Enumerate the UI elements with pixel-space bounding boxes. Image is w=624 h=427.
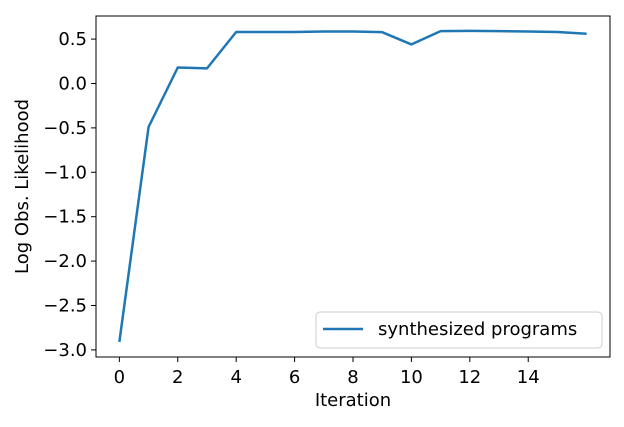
- x-tick-label: 14: [517, 367, 540, 388]
- ticks-layer: 0 2 4 6 8 10 12 14 0.5 0.0 −0.5 −1.0 −1.5 −2.0 −2.5 −3.…: [43, 29, 539, 388]
- y-tick-label: 0.5: [58, 29, 87, 50]
- y-tick-label: −1.5: [43, 207, 87, 228]
- x-tick-label: 4: [230, 367, 241, 388]
- x-tick-label: 8: [347, 367, 358, 388]
- legend: synthesized programs: [315, 311, 603, 349]
- x-axis-label: Iteration: [315, 390, 391, 411]
- series-layer: [118, 29, 587, 343]
- y-tick-label: −0.5: [43, 118, 87, 139]
- x-tick-label: 2: [172, 367, 183, 388]
- y-axis-label: Log Obs. Likelihood: [12, 99, 33, 274]
- x-tick-label: 10: [400, 367, 423, 388]
- x-tick-label: 0: [114, 367, 125, 388]
- y-tick-label: −1.0: [43, 162, 87, 183]
- y-tick-label: −2.5: [43, 295, 87, 316]
- x-tick-label: 12: [458, 367, 481, 388]
- y-tick-label: 0.0: [58, 73, 87, 94]
- legend-box: [315, 311, 603, 349]
- plot-frame: [95, 15, 611, 358]
- x-tick-label: 6: [289, 367, 300, 388]
- y-tick-label: −3.0: [43, 340, 87, 361]
- y-tick-label: −2.0: [43, 251, 87, 272]
- series-line: [118, 29, 587, 343]
- legend-label: synthesized programs: [378, 319, 577, 340]
